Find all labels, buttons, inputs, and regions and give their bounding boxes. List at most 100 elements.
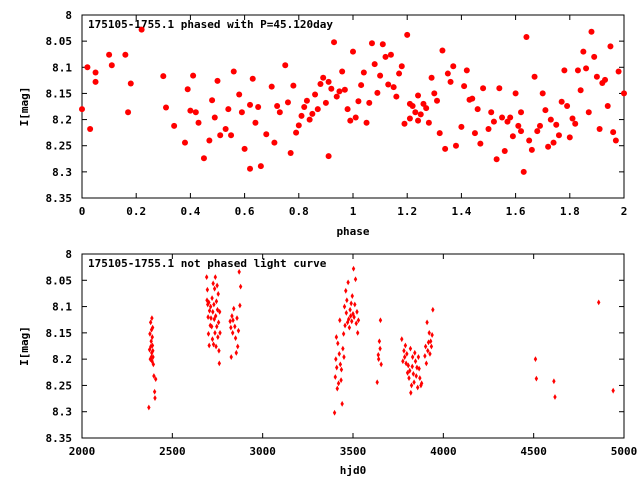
data-point <box>431 306 435 313</box>
data-point <box>151 347 155 354</box>
data-point <box>347 117 354 124</box>
data-point <box>566 134 573 141</box>
data-point <box>612 137 619 144</box>
data-point <box>206 137 213 144</box>
data-point <box>257 163 264 170</box>
data-point <box>192 109 199 116</box>
data-point <box>84 64 91 71</box>
data-point <box>184 86 191 93</box>
data-point <box>400 336 404 343</box>
data-point <box>377 338 382 345</box>
data-point <box>352 114 359 121</box>
data-point <box>410 354 415 360</box>
data-point <box>276 109 283 116</box>
x-tick-label: 5000 <box>611 445 638 458</box>
y-tick-label: 8.2 <box>52 353 72 366</box>
data-point <box>238 302 242 309</box>
data-point <box>233 335 238 342</box>
data-point <box>480 85 487 92</box>
data-point <box>499 114 506 121</box>
data-point <box>150 315 154 322</box>
data-point <box>376 356 381 363</box>
data-point <box>349 300 353 307</box>
data-point <box>187 107 194 114</box>
raw-light-curve-panel: 2000 2500 3000 3500 4000 4500 5000 8 8.05 8.1 8.15… <box>18 248 637 477</box>
data-point <box>591 53 598 60</box>
data-point <box>597 299 601 306</box>
data-point <box>210 336 215 343</box>
data-point <box>284 99 291 106</box>
data-point <box>406 362 410 369</box>
data-point <box>436 130 443 137</box>
data-point <box>355 98 362 105</box>
data-point <box>461 83 468 90</box>
data-point <box>153 395 157 401</box>
data-point <box>431 90 438 97</box>
data-point <box>423 105 430 112</box>
x-tick-label: 2 <box>621 205 628 218</box>
data-point <box>404 31 411 38</box>
data-point <box>558 98 565 105</box>
data-point <box>207 299 211 306</box>
data-point <box>434 97 441 104</box>
data-point <box>214 298 219 305</box>
data-point <box>426 347 430 354</box>
data-point <box>210 323 214 330</box>
data-point <box>585 109 592 116</box>
data-point <box>108 62 115 69</box>
y-axis-label: I[mag] <box>18 326 31 366</box>
data-point <box>295 122 302 129</box>
data-point <box>209 97 216 104</box>
data-point <box>208 303 213 310</box>
data-point <box>147 346 152 353</box>
data-point <box>204 274 209 281</box>
data-point <box>561 67 568 74</box>
data-point <box>217 347 221 354</box>
chart-title: 175105-1755.1 phased with P=45.120day <box>88 18 333 31</box>
data-point <box>409 102 416 109</box>
x-tick-label: 3000 <box>249 445 276 458</box>
data-point <box>526 137 533 144</box>
data-point <box>301 104 308 111</box>
data-point <box>439 47 446 54</box>
data-point <box>354 320 358 327</box>
data-point <box>233 323 237 330</box>
data-point <box>238 283 243 290</box>
data-point <box>148 331 152 337</box>
x-tick-label: 1 <box>350 205 357 218</box>
data-point <box>418 375 422 381</box>
data-point <box>358 82 365 89</box>
data-point <box>150 324 155 331</box>
data-point <box>342 354 346 360</box>
data-point <box>378 345 382 352</box>
data-point <box>533 356 538 363</box>
data-point <box>190 72 197 79</box>
data-point <box>528 146 535 153</box>
data-point <box>515 122 522 129</box>
data-point <box>211 308 215 315</box>
data-point <box>344 309 349 316</box>
y-tick-label: 8.1 <box>52 301 72 314</box>
data-point <box>363 119 370 126</box>
x-axis-label: hjd0 <box>340 464 367 477</box>
data-point <box>334 334 339 340</box>
data-point <box>222 125 229 132</box>
data-point <box>215 306 220 313</box>
data-point <box>341 345 345 352</box>
data-point <box>411 370 416 377</box>
data-point <box>150 342 155 349</box>
data-point <box>424 360 429 367</box>
data-point <box>206 301 210 308</box>
x-tick-label: 0.2 <box>126 205 146 218</box>
data-point <box>447 78 454 85</box>
data-point <box>230 68 237 75</box>
x-tick-label: 1.2 <box>397 205 417 218</box>
data-point <box>241 145 248 152</box>
data-point <box>607 43 614 50</box>
data-point <box>496 85 503 92</box>
data-point <box>338 317 342 324</box>
data-point <box>429 343 434 350</box>
data-point <box>160 73 167 80</box>
data-point <box>309 110 316 117</box>
data-point <box>488 109 495 116</box>
